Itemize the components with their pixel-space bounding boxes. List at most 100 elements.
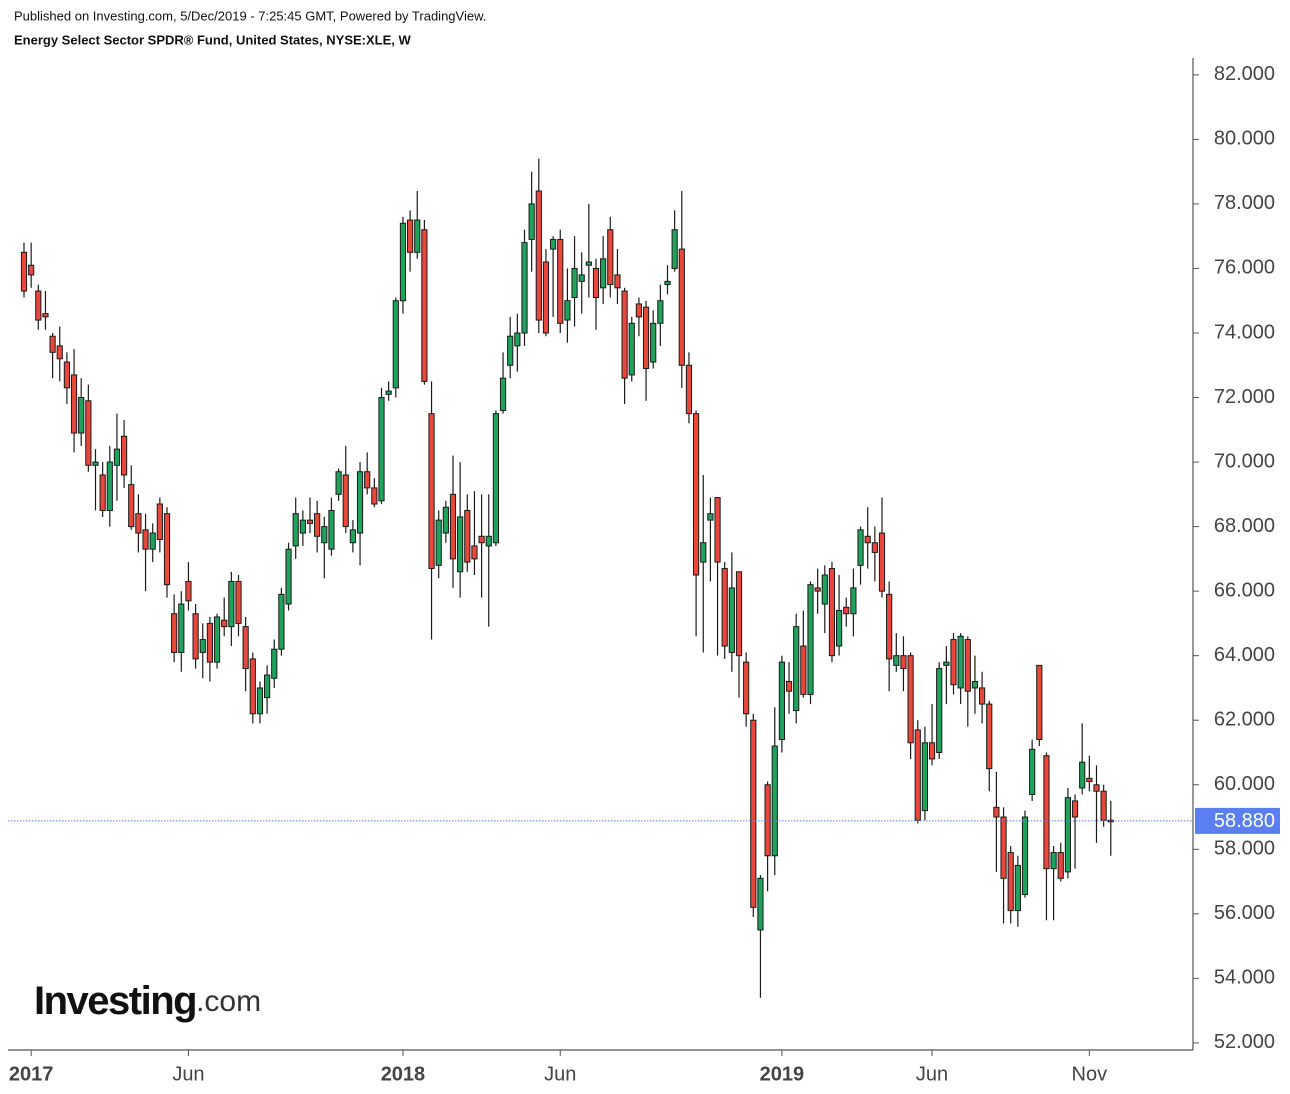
candle-body <box>621 290 628 379</box>
candle-body <box>914 729 921 821</box>
candle-body <box>356 471 364 534</box>
candle-body <box>721 568 728 647</box>
candle-body <box>607 229 614 286</box>
last-price-box <box>1195 807 1280 834</box>
y-tick-label: 64.000 <box>1214 644 1275 666</box>
candle-body <box>20 251 28 292</box>
candle-body <box>457 516 464 573</box>
candle-body <box>206 622 214 663</box>
candle-body <box>78 397 85 434</box>
candle-body <box>514 332 521 347</box>
y-tick-label: 54.000 <box>1214 967 1275 989</box>
y-tick-label: 76.000 <box>1214 257 1275 279</box>
candle-body <box>392 300 399 389</box>
candle-body <box>893 655 900 666</box>
candle-body <box>1021 816 1029 895</box>
candle-body <box>499 377 507 411</box>
candle-body <box>228 580 235 628</box>
candle-body <box>950 639 957 686</box>
last-price-label: 58.880 <box>1214 810 1275 832</box>
candle-body <box>707 513 714 521</box>
candle-body <box>986 703 993 770</box>
candle-body <box>235 580 242 624</box>
candle-body <box>507 335 514 366</box>
candle-body <box>757 877 764 931</box>
candle-body <box>578 274 585 282</box>
candle-body <box>199 639 206 653</box>
candle-body <box>342 474 349 528</box>
candle-body <box>449 493 457 560</box>
candle-body <box>485 535 492 547</box>
candle-body <box>92 461 99 466</box>
candle-body <box>435 519 442 566</box>
candle-body <box>414 219 421 253</box>
candle-body <box>850 587 857 615</box>
candle-body <box>249 658 256 715</box>
candle-body <box>128 484 135 528</box>
candle-body <box>907 655 914 744</box>
candle-body <box>70 374 78 434</box>
candle-body <box>1014 864 1021 912</box>
candle-body <box>657 300 664 324</box>
logo-main: Investing <box>34 979 196 1023</box>
candle-body <box>242 626 249 670</box>
candle-body <box>857 529 864 566</box>
candle-body <box>349 529 356 544</box>
candle-body <box>1086 777 1093 783</box>
candle-body <box>156 503 163 541</box>
candle-body <box>135 513 142 534</box>
y-tick-label: 78.000 <box>1214 192 1275 214</box>
x-tick-label: Jun <box>544 1063 576 1085</box>
candle-body <box>735 571 743 657</box>
candle-body <box>256 687 264 715</box>
y-tick-label: 58.000 <box>1214 838 1275 860</box>
candle-body <box>921 742 928 812</box>
candle-body <box>1071 800 1079 818</box>
candle-body <box>728 587 735 653</box>
candle-body <box>979 687 986 705</box>
y-tick-label: 60.000 <box>1214 773 1275 795</box>
candle-body <box>571 267 578 298</box>
x-tick-label: Jun <box>916 1063 948 1085</box>
candle-body <box>807 584 814 695</box>
candle-body <box>1064 797 1072 873</box>
candle-body <box>371 487 378 505</box>
candle-body <box>943 661 950 666</box>
candle-body <box>113 448 121 466</box>
candle-body <box>1000 816 1007 879</box>
candle-body <box>492 413 499 544</box>
candle-body <box>1007 852 1014 912</box>
y-tick-label: 66.000 <box>1214 579 1275 601</box>
y-tick-label: 68.000 <box>1214 515 1275 537</box>
candle-body <box>936 668 943 753</box>
y-tick-label: 74.000 <box>1214 321 1275 343</box>
y-tick-label: 52.000 <box>1214 1031 1275 1053</box>
candle-body <box>821 574 828 605</box>
candle-body <box>121 435 128 476</box>
candle-body <box>814 587 821 592</box>
x-tick-label: Nov <box>1072 1063 1108 1085</box>
candle-body <box>843 606 850 615</box>
logo: Investing.com <box>34 979 261 1023</box>
candle-body <box>550 238 557 250</box>
candle-body <box>785 680 793 692</box>
candle-body <box>306 519 314 524</box>
candle-body <box>864 535 871 544</box>
candle-body <box>528 203 535 240</box>
candle-body <box>557 238 564 324</box>
candle-body <box>671 229 678 269</box>
candle-body <box>142 529 149 550</box>
x-tick-label: 2018 <box>381 1063 426 1085</box>
logo-suffix: .com <box>196 985 261 1018</box>
candle-body <box>185 580 192 602</box>
y-tick-label: 82.000 <box>1214 63 1275 85</box>
candle-body <box>764 784 771 857</box>
candle-body <box>900 655 907 670</box>
y-tick-label: 62.000 <box>1214 708 1275 730</box>
candle-body <box>335 471 342 495</box>
candle-body <box>971 680 979 689</box>
candle-body <box>407 219 414 253</box>
candle-body <box>535 190 542 321</box>
candle-body <box>428 413 435 570</box>
